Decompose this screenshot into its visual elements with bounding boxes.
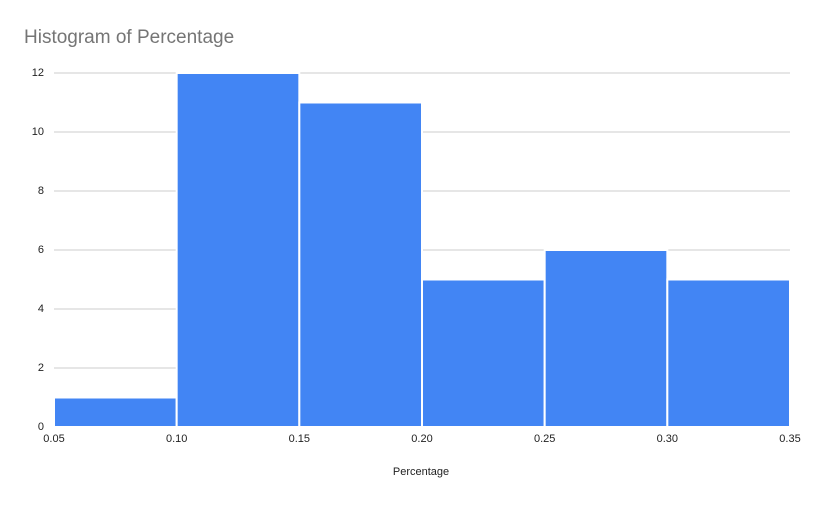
y-tick-label: 10 bbox=[32, 126, 44, 138]
bar bbox=[175, 72, 301, 428]
x-tick-label: 0.20 bbox=[411, 433, 432, 445]
bar bbox=[298, 101, 424, 428]
x-tick-label: 0.15 bbox=[289, 433, 310, 445]
bar bbox=[543, 249, 669, 428]
y-tick-label: 2 bbox=[38, 362, 44, 374]
x-tick-label: 0.05 bbox=[43, 433, 64, 445]
y-tick-label: 6 bbox=[38, 244, 44, 256]
bar bbox=[421, 278, 546, 428]
y-tick-label: 12 bbox=[32, 67, 44, 79]
bar bbox=[53, 396, 178, 428]
x-axis-title: Percentage bbox=[393, 466, 449, 478]
y-tick-label: 8 bbox=[38, 185, 44, 197]
y-tick-label: 0 bbox=[38, 421, 44, 433]
x-tick-label: 0.25 bbox=[534, 433, 555, 445]
y-tick-label: 4 bbox=[38, 303, 44, 315]
bar bbox=[666, 278, 791, 428]
chart-title: Histogram of Percentage bbox=[24, 27, 234, 48]
x-tick-label: 0.10 bbox=[166, 433, 187, 445]
x-tick-label: 0.35 bbox=[779, 433, 800, 445]
x-tick-label: 0.30 bbox=[657, 433, 678, 445]
